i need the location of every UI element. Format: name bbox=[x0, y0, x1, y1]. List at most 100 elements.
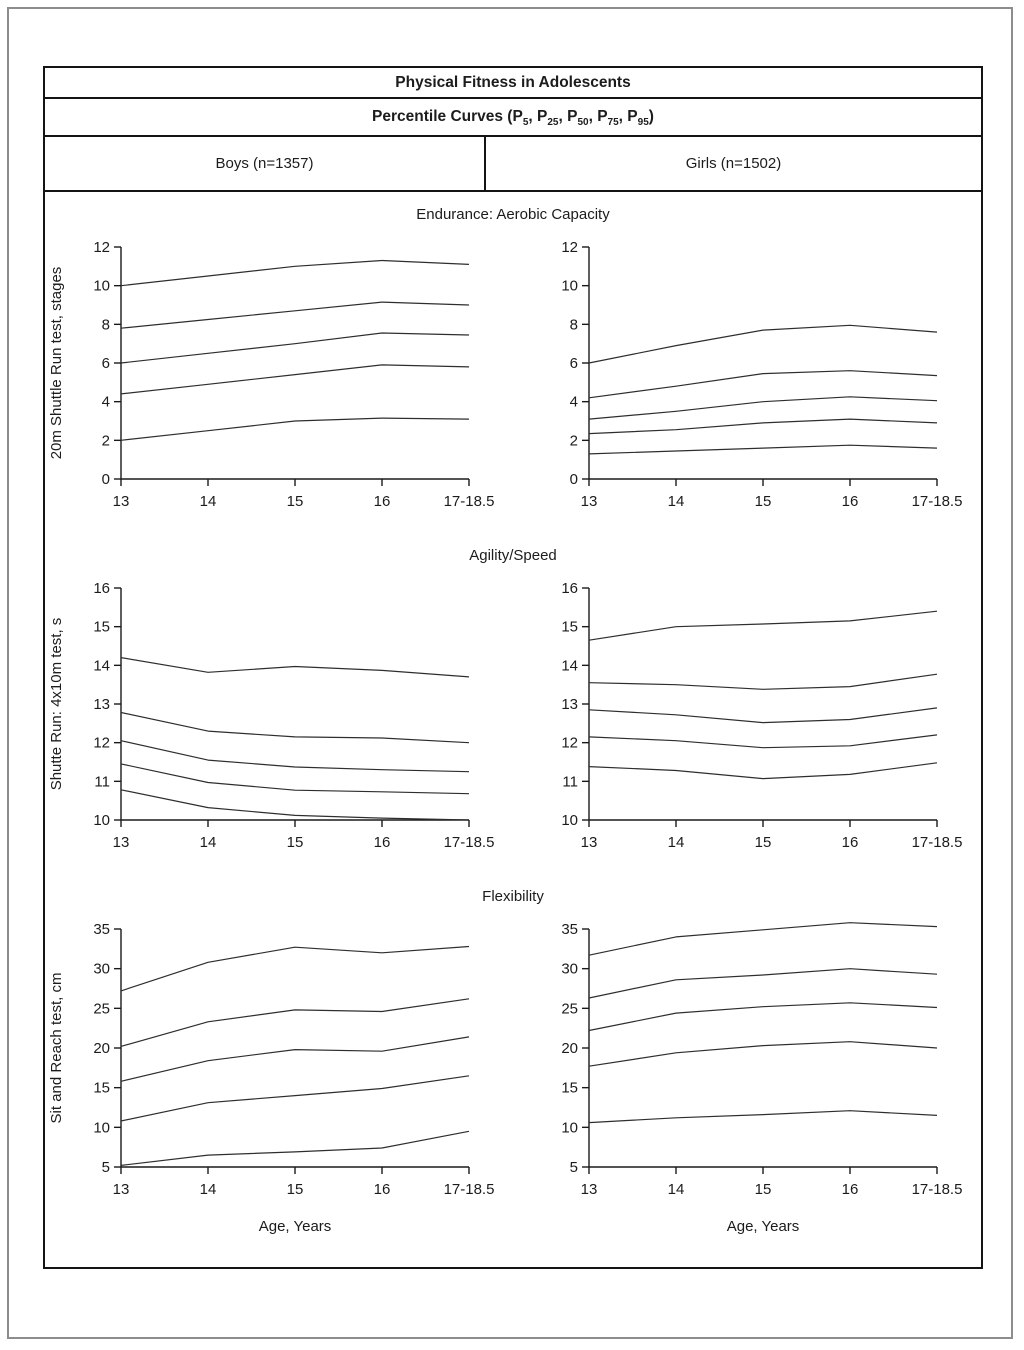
percentile-line-P95 bbox=[588, 324, 938, 364]
svg-text:15: 15 bbox=[93, 619, 110, 636]
svg-text:12: 12 bbox=[93, 735, 110, 752]
svg-text:16: 16 bbox=[842, 834, 859, 851]
y-axis-label: 20m Shuttle Run test, stages bbox=[48, 267, 65, 460]
percentile-line-P5 bbox=[588, 762, 938, 780]
axes bbox=[582, 587, 938, 827]
chart-boys-endurance: 0 2 4 6 8 10 12 13 14 15 16 17-18.5 20m Shuttle Run … bbox=[45, 229, 513, 531]
percentile-line-P25 bbox=[120, 1075, 470, 1122]
svg-text:13: 13 bbox=[93, 696, 110, 713]
svg-text:17-18.5: 17-18.5 bbox=[444, 834, 495, 851]
group-header-row: Boys (n=1357) Girls (n=1502) bbox=[45, 137, 981, 190]
percentile-subscript: 25 bbox=[547, 117, 559, 128]
percentile-line-P25 bbox=[588, 418, 938, 435]
svg-text:15: 15 bbox=[561, 1080, 578, 1097]
svg-text:13: 13 bbox=[113, 1181, 130, 1198]
percentile-line-P5 bbox=[120, 1130, 470, 1166]
chart-girls-endurance: 0 2 4 6 8 10 12 13 14 15 16 17-18.5 bbox=[513, 229, 981, 531]
y-axis-label: Sit and Reach test, cm bbox=[48, 973, 65, 1124]
charts-panel: Endurance: Aerobic Capacity 0 2 4 6 8 10 12 13 1… bbox=[43, 192, 983, 1269]
svg-text:12: 12 bbox=[93, 239, 110, 256]
svg-text:14: 14 bbox=[668, 834, 685, 851]
svg-text:10: 10 bbox=[93, 812, 110, 829]
svg-text:15: 15 bbox=[287, 834, 304, 851]
percentile-line-P95 bbox=[120, 945, 470, 992]
svg-text:16: 16 bbox=[842, 1181, 859, 1198]
svg-text:16: 16 bbox=[842, 493, 859, 510]
svg-text:17-18.5: 17-18.5 bbox=[912, 834, 963, 851]
percentile-line-P25 bbox=[120, 763, 470, 795]
svg-text:15: 15 bbox=[755, 1181, 772, 1198]
svg-text:16: 16 bbox=[374, 493, 391, 510]
percentile-line-P95 bbox=[120, 657, 470, 678]
svg-text:5: 5 bbox=[570, 1159, 578, 1176]
svg-text:17-18.5: 17-18.5 bbox=[912, 1181, 963, 1198]
svg-text:0: 0 bbox=[570, 471, 578, 488]
chart-svg-girls-flexibility: 5 10 15 20 25 30 35 13 14 15 16 17-18.5 Age, Years bbox=[561, 921, 962, 1235]
axis-labels: 10 11 12 13 14 15 16 13 14 15 16 17-18.5 bbox=[561, 580, 962, 851]
page-border bbox=[7, 7, 1013, 1339]
svg-text:4: 4 bbox=[102, 394, 110, 411]
percentile-line-P5 bbox=[120, 417, 470, 441]
axes bbox=[582, 928, 938, 1174]
chart-svg-girls-agility: 10 11 12 13 14 15 16 13 14 15 16 17-18.5 bbox=[561, 580, 962, 851]
svg-text:17-18.5: 17-18.5 bbox=[444, 493, 495, 510]
svg-text:35: 35 bbox=[93, 921, 110, 938]
flexibility-chart-row: 5 10 15 20 25 30 35 13 14 15 16 17-18.5 Sit and Reac… bbox=[45, 911, 981, 1259]
percentile-line-P50 bbox=[120, 1036, 470, 1082]
percentile-line-P75 bbox=[588, 968, 938, 999]
svg-text:8: 8 bbox=[570, 316, 578, 333]
percentile-line-P50 bbox=[588, 707, 938, 724]
x-axis-label: Age, Years bbox=[727, 1218, 800, 1235]
figure-header-table: Physical Fitness in Adolescents Percenti… bbox=[43, 66, 983, 192]
svg-text:17-18.5: 17-18.5 bbox=[912, 493, 963, 510]
percentile-subscript: 5 bbox=[522, 117, 529, 128]
chart-boys-flexibility: 5 10 15 20 25 30 35 13 14 15 16 17-18.5 Sit and Reac… bbox=[45, 911, 513, 1259]
svg-text:25: 25 bbox=[93, 1000, 110, 1017]
svg-text:20: 20 bbox=[561, 1040, 578, 1057]
chart-svg-boys-endurance: 0 2 4 6 8 10 12 13 14 15 16 17-18.5 20m Shuttle Run … bbox=[48, 239, 494, 510]
axis-labels: 5 10 15 20 25 30 35 13 14 15 16 17-18.5 Age, Years bbox=[561, 921, 962, 1235]
percentile-line-P5 bbox=[588, 1110, 938, 1124]
svg-text:10: 10 bbox=[93, 278, 110, 295]
chart-girls-agility: 10 11 12 13 14 15 16 13 14 15 16 17-18.5 bbox=[513, 570, 981, 872]
svg-text:15: 15 bbox=[287, 1181, 304, 1198]
percentile-line-P95 bbox=[120, 259, 470, 287]
chart-svg-boys-agility: 10 11 12 13 14 15 16 13 14 15 16 17-18.5 Shutte Run:… bbox=[48, 580, 494, 851]
svg-text:10: 10 bbox=[93, 1119, 110, 1136]
figure-frame: Physical Fitness in Adolescents Percenti… bbox=[43, 66, 983, 1269]
percentile-subscript: 95 bbox=[637, 117, 649, 128]
chart-svg-girls-endurance: 0 2 4 6 8 10 12 13 14 15 16 17-18.5 bbox=[561, 239, 962, 510]
svg-text:14: 14 bbox=[668, 493, 685, 510]
svg-text:14: 14 bbox=[200, 834, 217, 851]
axes bbox=[114, 928, 470, 1174]
svg-text:30: 30 bbox=[93, 961, 110, 978]
svg-text:13: 13 bbox=[581, 1181, 598, 1198]
figure-title: Physical Fitness in Adolescents bbox=[45, 68, 981, 99]
axis-labels: 0 2 4 6 8 10 12 13 14 15 16 17-18.5 bbox=[561, 239, 962, 510]
axes bbox=[114, 587, 470, 827]
percentile-line-P50 bbox=[588, 1002, 938, 1032]
agility-chart-row: 10 11 12 13 14 15 16 13 14 15 16 17-18.5 Shutte Run:… bbox=[45, 570, 981, 872]
svg-text:10: 10 bbox=[561, 1119, 578, 1136]
svg-text:2: 2 bbox=[570, 432, 578, 449]
percentile-subscript: 50 bbox=[577, 117, 589, 128]
svg-text:5: 5 bbox=[102, 1159, 110, 1176]
svg-text:17-18.5: 17-18.5 bbox=[444, 1181, 495, 1198]
svg-text:14: 14 bbox=[93, 657, 110, 674]
percentile-line-P25 bbox=[588, 734, 938, 749]
percentile-line-P75 bbox=[120, 301, 470, 329]
svg-text:14: 14 bbox=[668, 1181, 685, 1198]
chart-svg-boys-flexibility: 5 10 15 20 25 30 35 13 14 15 16 17-18.5 Sit and Reac… bbox=[48, 921, 494, 1235]
axis-labels: 10 11 12 13 14 15 16 13 14 15 16 17-18.5 Shutte Run:… bbox=[48, 580, 494, 851]
svg-text:14: 14 bbox=[200, 1181, 217, 1198]
svg-text:15: 15 bbox=[561, 619, 578, 636]
axis-labels: 5 10 15 20 25 30 35 13 14 15 16 17-18.5 Sit and Reac… bbox=[48, 921, 494, 1235]
percentile-line-P75 bbox=[120, 998, 470, 1047]
svg-text:15: 15 bbox=[755, 834, 772, 851]
percentile-subscript: 75 bbox=[607, 117, 619, 128]
svg-text:4: 4 bbox=[570, 394, 578, 411]
svg-text:14: 14 bbox=[561, 657, 578, 674]
svg-text:11: 11 bbox=[562, 773, 578, 790]
svg-text:11: 11 bbox=[94, 773, 110, 790]
